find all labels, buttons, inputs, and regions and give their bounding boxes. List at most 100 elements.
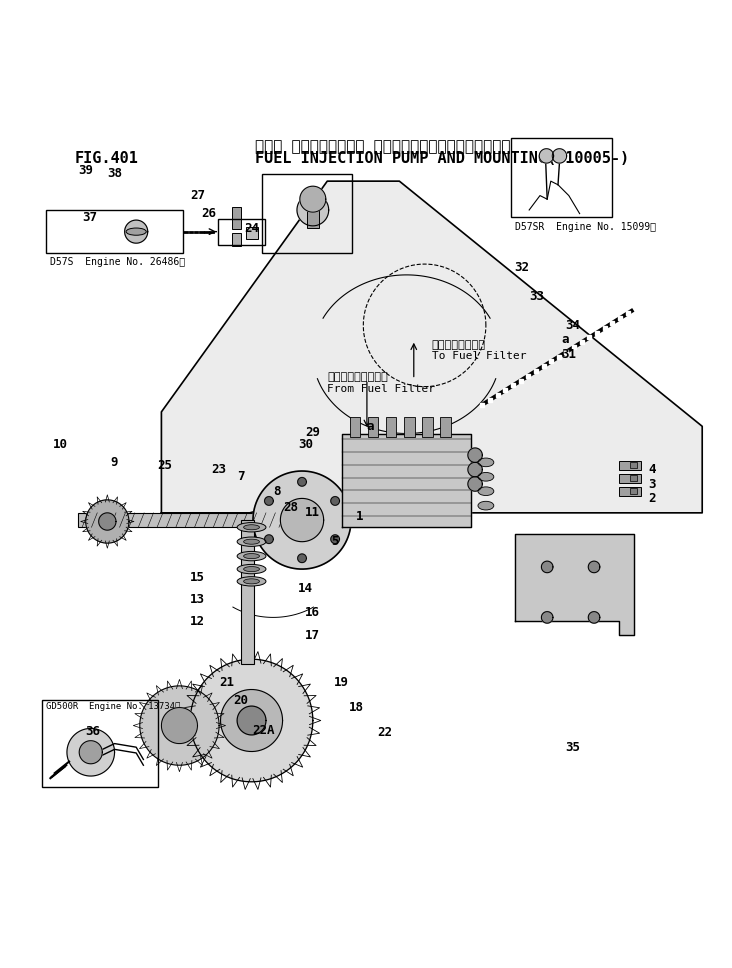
Ellipse shape: [478, 487, 494, 496]
Text: 26: 26: [201, 207, 216, 220]
Ellipse shape: [244, 525, 259, 529]
Polygon shape: [468, 477, 482, 491]
Polygon shape: [589, 561, 600, 573]
Text: 23: 23: [212, 463, 227, 476]
Polygon shape: [298, 554, 307, 562]
Text: 22: 22: [378, 726, 392, 740]
Bar: [351, 417, 360, 438]
Text: 7: 7: [237, 470, 244, 483]
Bar: [511, 137, 612, 217]
Bar: [619, 474, 641, 483]
Ellipse shape: [478, 501, 494, 510]
Text: 5: 5: [331, 535, 338, 548]
Text: 30: 30: [298, 438, 313, 451]
Ellipse shape: [126, 228, 146, 235]
Text: 24: 24: [244, 222, 259, 234]
Bar: [422, 417, 433, 438]
Bar: [619, 461, 641, 469]
Polygon shape: [542, 612, 553, 623]
Polygon shape: [300, 186, 326, 212]
Text: 18: 18: [348, 701, 364, 714]
Bar: [247, 227, 258, 239]
Text: 9: 9: [111, 456, 119, 469]
Bar: [630, 475, 638, 481]
Text: 20: 20: [234, 694, 248, 707]
Polygon shape: [542, 561, 553, 573]
Text: 14: 14: [298, 582, 313, 595]
Text: 39: 39: [78, 164, 93, 177]
Polygon shape: [190, 659, 313, 782]
Text: 32: 32: [515, 261, 529, 274]
Text: 15: 15: [190, 571, 205, 585]
Bar: [232, 207, 241, 228]
Bar: [241, 520, 254, 664]
Bar: [386, 417, 397, 438]
Polygon shape: [298, 477, 307, 486]
Polygon shape: [468, 448, 482, 463]
Text: 31: 31: [561, 348, 576, 361]
Polygon shape: [552, 149, 567, 164]
Text: 17: 17: [305, 629, 321, 642]
Polygon shape: [342, 434, 471, 528]
Bar: [368, 417, 378, 438]
Ellipse shape: [237, 552, 266, 560]
Ellipse shape: [478, 458, 494, 467]
Ellipse shape: [237, 523, 266, 532]
Text: 38: 38: [107, 167, 122, 180]
Text: 1: 1: [356, 510, 364, 523]
Text: 19: 19: [335, 676, 349, 689]
Ellipse shape: [244, 539, 259, 544]
Text: 3: 3: [648, 477, 655, 491]
Text: 4: 4: [648, 463, 655, 476]
Ellipse shape: [478, 472, 494, 481]
Polygon shape: [86, 499, 129, 543]
Polygon shape: [264, 497, 273, 505]
Polygon shape: [331, 497, 340, 505]
Polygon shape: [67, 729, 114, 776]
Polygon shape: [539, 149, 553, 164]
Bar: [217, 219, 264, 245]
Text: 8: 8: [273, 485, 280, 498]
Text: 29: 29: [305, 426, 321, 439]
Bar: [42, 700, 158, 787]
Ellipse shape: [244, 554, 259, 559]
Polygon shape: [253, 471, 351, 569]
Text: 21: 21: [219, 676, 234, 689]
Text: 34: 34: [565, 318, 580, 332]
Polygon shape: [220, 689, 283, 751]
Polygon shape: [99, 513, 116, 530]
Text: FUEL INJECTION PUMP AND MOUNTING(#10005-): FUEL INJECTION PUMP AND MOUNTING(#10005-…: [255, 151, 630, 166]
Polygon shape: [162, 181, 702, 513]
Polygon shape: [589, 612, 600, 623]
Bar: [78, 513, 284, 528]
Polygon shape: [140, 686, 219, 766]
Bar: [441, 417, 451, 438]
Text: 25: 25: [157, 460, 173, 472]
Text: フェルフィルタへ
To Fuel Filter: フェルフィルタへ To Fuel Filter: [432, 340, 526, 361]
Ellipse shape: [244, 579, 259, 584]
Polygon shape: [468, 463, 482, 477]
Text: 22A: 22A: [253, 724, 275, 737]
Text: 10: 10: [53, 438, 68, 451]
Text: 12: 12: [190, 615, 205, 627]
Polygon shape: [331, 535, 340, 543]
Text: D57S  Engine No. 26486〜: D57S Engine No. 26486〜: [51, 257, 185, 267]
Bar: [232, 233, 241, 246]
Text: D57SR  Engine No. 15099〜: D57SR Engine No. 15099〜: [515, 223, 656, 232]
Text: フェルフィルタから
From Fuel Filter: フェルフィルタから From Fuel Filter: [327, 373, 436, 394]
Polygon shape: [264, 535, 273, 543]
Polygon shape: [280, 499, 324, 542]
Text: フェル インジェクション ホンプ　および　マウンティング: フェル インジェクション ホンプ および マウンティング: [255, 139, 511, 154]
Polygon shape: [124, 220, 148, 243]
Bar: [619, 487, 641, 496]
Ellipse shape: [237, 564, 266, 574]
Text: a: a: [561, 333, 569, 347]
Text: 13: 13: [190, 592, 205, 606]
Text: 36: 36: [86, 725, 100, 738]
Polygon shape: [162, 708, 198, 743]
Ellipse shape: [237, 537, 266, 546]
Bar: [262, 174, 353, 254]
Ellipse shape: [237, 577, 266, 586]
Bar: [630, 488, 638, 494]
Text: 16: 16: [305, 606, 321, 619]
